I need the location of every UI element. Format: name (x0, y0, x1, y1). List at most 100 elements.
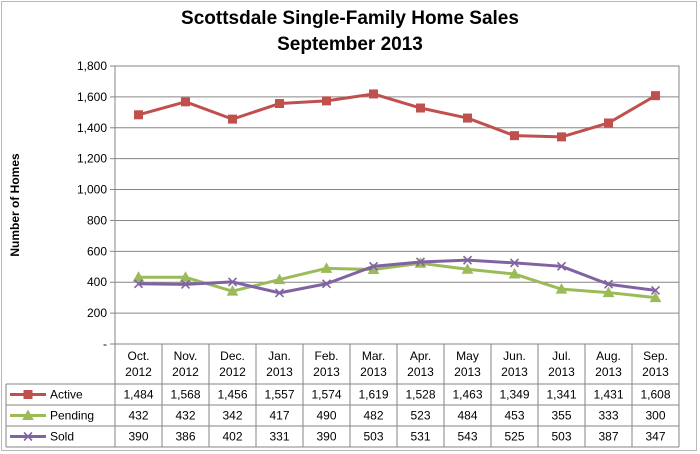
series-line-sold (138, 258, 656, 295)
data-point-pending (273, 273, 286, 285)
data-table-cell: 1,341 (546, 388, 576, 402)
data-table-cell: 1,463 (452, 388, 482, 402)
data-point-sold (321, 279, 332, 289)
y-tick-label: 800 (87, 213, 107, 227)
data-table-cell: 525 (504, 430, 524, 444)
x-tick-label-month: Jul. (552, 349, 571, 363)
data-point-sold (650, 285, 661, 295)
x-tick-label-year: 2013 (407, 365, 434, 379)
data-table-cell: 490 (316, 409, 336, 423)
y-tick-label: 200 (87, 306, 107, 320)
data-point-sold (133, 279, 144, 289)
series-line-active (138, 92, 657, 139)
data-table-cell: 484 (457, 409, 477, 423)
data-point-sold (462, 255, 473, 265)
x-tick-label-month: Aug. (596, 349, 621, 363)
chart-title: Scottsdale Single-Family Home Sales (181, 8, 519, 29)
x-tick-label-year: 2013 (266, 365, 293, 379)
data-table-cell: 300 (645, 409, 665, 423)
data-point-sold (368, 261, 379, 271)
x-tick-label-year: 2013 (501, 365, 528, 379)
data-table-cell: 417 (269, 409, 289, 423)
data-table-cell: 333 (598, 409, 618, 423)
x-tick-label-month: Jun. (503, 349, 526, 363)
data-table-cell: 347 (645, 430, 665, 444)
x-tick-label-year: 2013 (595, 365, 622, 379)
data-point-pending (320, 262, 333, 273)
data-table-cell: 342 (222, 409, 242, 423)
series-line-pending (138, 261, 656, 300)
data-point-sold (509, 258, 520, 268)
data-point-active (604, 118, 613, 128)
x-tick-label-year: 2012 (219, 365, 246, 379)
data-table-cell: 390 (128, 430, 148, 444)
data-table-cell: 1,568 (170, 388, 200, 402)
legend-label-pending: Pending (50, 409, 94, 423)
data-point-sold (556, 261, 567, 271)
legend-label-active: Active (50, 388, 83, 402)
legend-key-marker-sold (23, 431, 33, 442)
x-tick-label-month: Oct. (127, 349, 149, 363)
y-tick-label: 400 (87, 275, 107, 289)
data-point-active (369, 89, 378, 99)
y-tick-label: - (103, 337, 107, 351)
x-tick-label-month: Jan. (268, 349, 291, 363)
data-point-active (416, 103, 425, 113)
data-point-pending (508, 268, 521, 279)
x-tick-label-year: 2013 (454, 365, 481, 379)
data-table-cell: 355 (551, 409, 571, 423)
data-table-cell: 1,456 (217, 388, 247, 402)
y-tick-label: 1,800 (77, 59, 107, 73)
data-point-pending (649, 291, 662, 303)
x-tick-label-year: 2013 (313, 365, 340, 379)
data-point-active (228, 114, 237, 124)
data-table-cell: 531 (410, 430, 430, 444)
data-table-cell: 1,528 (405, 388, 435, 402)
data-table-cell: 523 (410, 409, 430, 423)
data-point-sold (415, 257, 426, 267)
x-tick-label-month: May (456, 349, 479, 363)
data-table-cell: 1,557 (264, 388, 294, 402)
x-tick-label-year: 2012 (172, 365, 199, 379)
data-table-cell: 390 (316, 430, 336, 444)
y-tick-label: 1,600 (77, 90, 107, 104)
data-table-cell: 503 (363, 430, 383, 444)
x-tick-label-month: Mar. (362, 349, 385, 363)
x-tick-label-month: Apr. (410, 349, 431, 363)
data-point-active (275, 99, 284, 109)
x-tick-label-month: Feb. (314, 349, 338, 363)
x-tick-label-year: 2013 (642, 365, 669, 379)
data-point-active (557, 132, 566, 142)
data-point-pending (461, 263, 474, 274)
data-table-cell: 1,608 (640, 388, 670, 402)
data-point-active (510, 131, 519, 141)
data-point-active (463, 113, 472, 123)
data-point-sold (603, 279, 614, 289)
chart-subtitle: September 2013 (277, 34, 423, 55)
y-tick-label: 600 (87, 244, 107, 258)
data-point-active (651, 91, 660, 101)
data-point-active (134, 110, 143, 120)
data-table-cell: 432 (175, 409, 195, 423)
y-tick-label: 1,000 (77, 183, 107, 197)
x-tick-label-month: Dec. (220, 349, 245, 363)
data-table-cell: 503 (551, 430, 571, 444)
legend-key-marker-active (23, 390, 33, 399)
data-table-cell: 482 (363, 409, 383, 423)
data-table-cell: 1,574 (311, 388, 341, 402)
data-table-cell: 1,619 (358, 388, 388, 402)
y-tick-label: 1,200 (77, 152, 107, 166)
x-tick-label-year: 2013 (548, 365, 575, 379)
data-table-cell: 1,349 (499, 388, 529, 402)
data-point-pending (602, 286, 615, 298)
x-tick-label-month: Nov. (174, 349, 198, 363)
data-point-active (181, 97, 190, 107)
legend-key-marker-pending (22, 409, 34, 420)
data-point-sold (274, 288, 285, 298)
data-point-pending (132, 271, 145, 282)
data-table-cell: 1,484 (123, 388, 153, 402)
data-table-cell: 387 (598, 430, 618, 444)
y-tick-label: 1,400 (77, 121, 107, 135)
data-point-sold (227, 277, 238, 287)
